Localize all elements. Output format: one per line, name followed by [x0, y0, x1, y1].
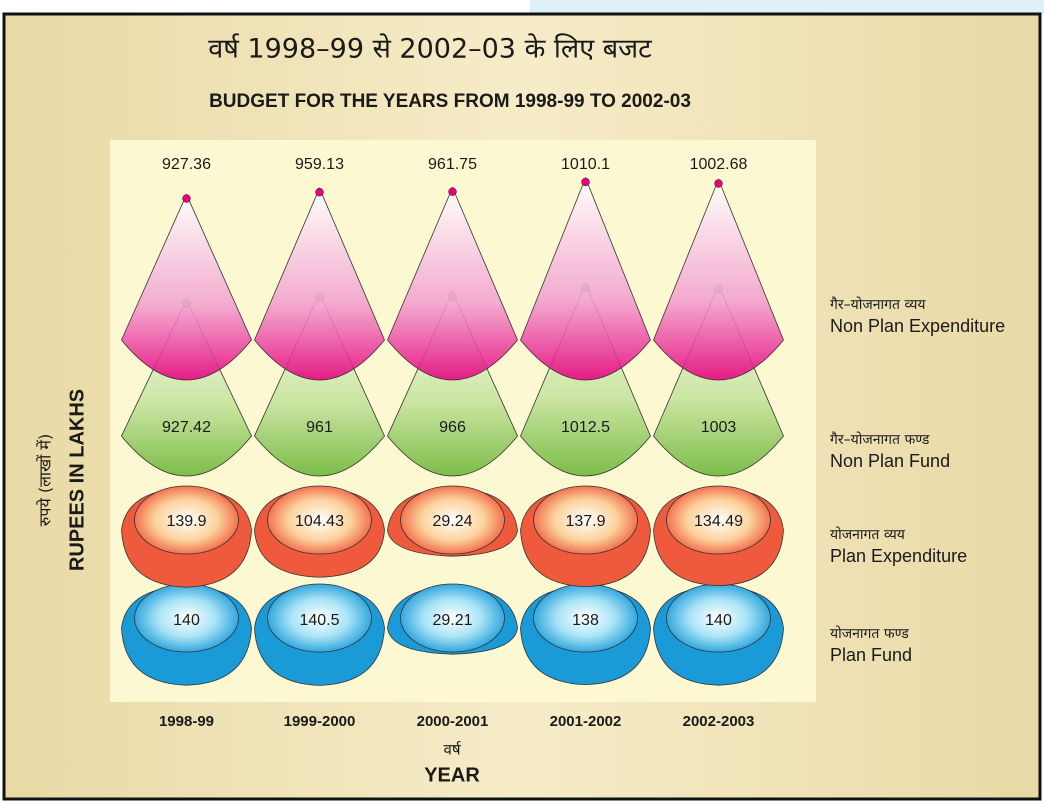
value-label: 138 [572, 612, 599, 629]
legend-label: Plan Expenditure [830, 546, 967, 566]
value-label: 29.21 [432, 612, 472, 629]
top-band [530, 0, 1044, 14]
legend-label: Non Plan Expenditure [830, 316, 1005, 336]
value-label: 966 [439, 419, 466, 436]
cone-tip [715, 179, 723, 187]
legend-label: Plan Fund [830, 645, 912, 665]
cone-tip [183, 195, 191, 203]
x-tick-label: 2000-2001 [417, 713, 489, 730]
value-label: 1003 [701, 419, 737, 436]
value-label: 961.75 [428, 156, 477, 173]
value-label: 1010.1 [561, 156, 610, 173]
title: BUDGET FOR THE YEARS FROM 1998-99 TO 200… [209, 91, 691, 112]
value-label: 140.5 [299, 612, 339, 629]
x-tick-label: 2002-2003 [683, 713, 755, 730]
value-label: 137.9 [565, 513, 605, 530]
value-label: 29.24 [432, 513, 472, 530]
value-label: 959.13 [295, 156, 344, 173]
legend-label-hindi: योजनागत व्यय [830, 526, 906, 543]
value-label: 927.42 [162, 419, 211, 436]
x-tick-label: 1999-2000 [284, 713, 356, 730]
x-tick-label: 1998-99 [159, 713, 214, 730]
cone-tip [449, 188, 457, 196]
x-label-hindi: वर्ष [443, 741, 461, 759]
chart: वर्ष 1998–99 से 2002–03 के लिए बजट BUDGE… [0, 0, 1044, 803]
y-label: RUPEES IN LAKHS [66, 389, 88, 571]
legend-label-hindi: योजनागत फण्ड [830, 625, 909, 642]
value-label: 927.36 [162, 156, 211, 173]
value-label: 104.43 [295, 513, 344, 530]
legend-label-hindi: गैर–योजनागत फण्ड [830, 431, 930, 448]
cone-tip [582, 178, 590, 186]
title-hindi: वर्ष 1998–99 से 2002–03 के लिए बजट [208, 33, 652, 65]
legend-label: Non Plan Fund [830, 451, 950, 471]
value-label: 140 [705, 612, 732, 629]
legend-label-hindi: गैर–योजनागत व्यय [830, 296, 926, 313]
value-label: 961 [306, 419, 333, 436]
value-label: 134.49 [694, 513, 743, 530]
value-label: 1002.68 [690, 156, 748, 173]
value-label: 140 [173, 612, 200, 629]
x-label: YEAR [424, 764, 480, 786]
value-label: 139.9 [166, 513, 206, 530]
x-tick-label: 2001-2002 [550, 713, 622, 730]
y-label-hindi: रुपये (लाखों में) [36, 434, 55, 526]
value-label: 1012.5 [561, 419, 610, 436]
cone-tip [316, 188, 324, 196]
